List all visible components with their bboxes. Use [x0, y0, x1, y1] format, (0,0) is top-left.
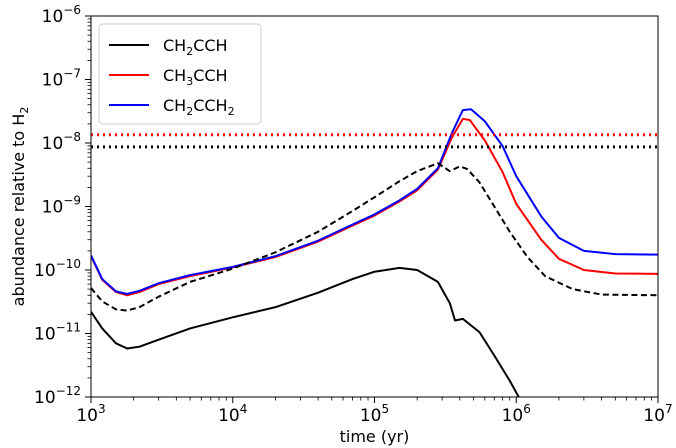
x-tick-label: 106	[502, 402, 531, 426]
legend: CH2CCH CH3CCH CH2CCH2	[98, 23, 262, 125]
y-tick-label: 10−10	[34, 257, 81, 281]
y-tick-label: 10−8	[42, 130, 81, 154]
y-tick-label: 10−9	[42, 194, 81, 218]
x-tick-label: 105	[360, 402, 389, 426]
y-tick-label: 10−12	[34, 384, 81, 408]
legend-label-ch3cch: CH3CCH	[163, 66, 228, 88]
y-tick-label: 10−7	[42, 67, 81, 91]
x-tick-label: 107	[643, 402, 672, 426]
series-line-ch2cch2	[91, 108, 658, 295]
series-group	[91, 108, 658, 397]
series-line-ch3cch	[91, 117, 658, 297]
x-tick-label: 103	[76, 402, 105, 426]
series-line-ch2cch	[91, 266, 520, 397]
legend-label-ch2cch: CH2CCH	[163, 36, 228, 58]
y-tick-label: 10−11	[34, 321, 81, 345]
x-tick-label: 104	[218, 402, 247, 426]
series-line-reference-3	[91, 162, 658, 312]
y-axis-label: abundance relative to H2	[9, 107, 31, 307]
legend-label-ch2cch2: CH2CCH2	[163, 96, 235, 118]
x-axis-label: time (yr)	[340, 427, 410, 446]
y-tick-label: 10−6	[42, 3, 81, 27]
legend-box	[98, 23, 262, 125]
